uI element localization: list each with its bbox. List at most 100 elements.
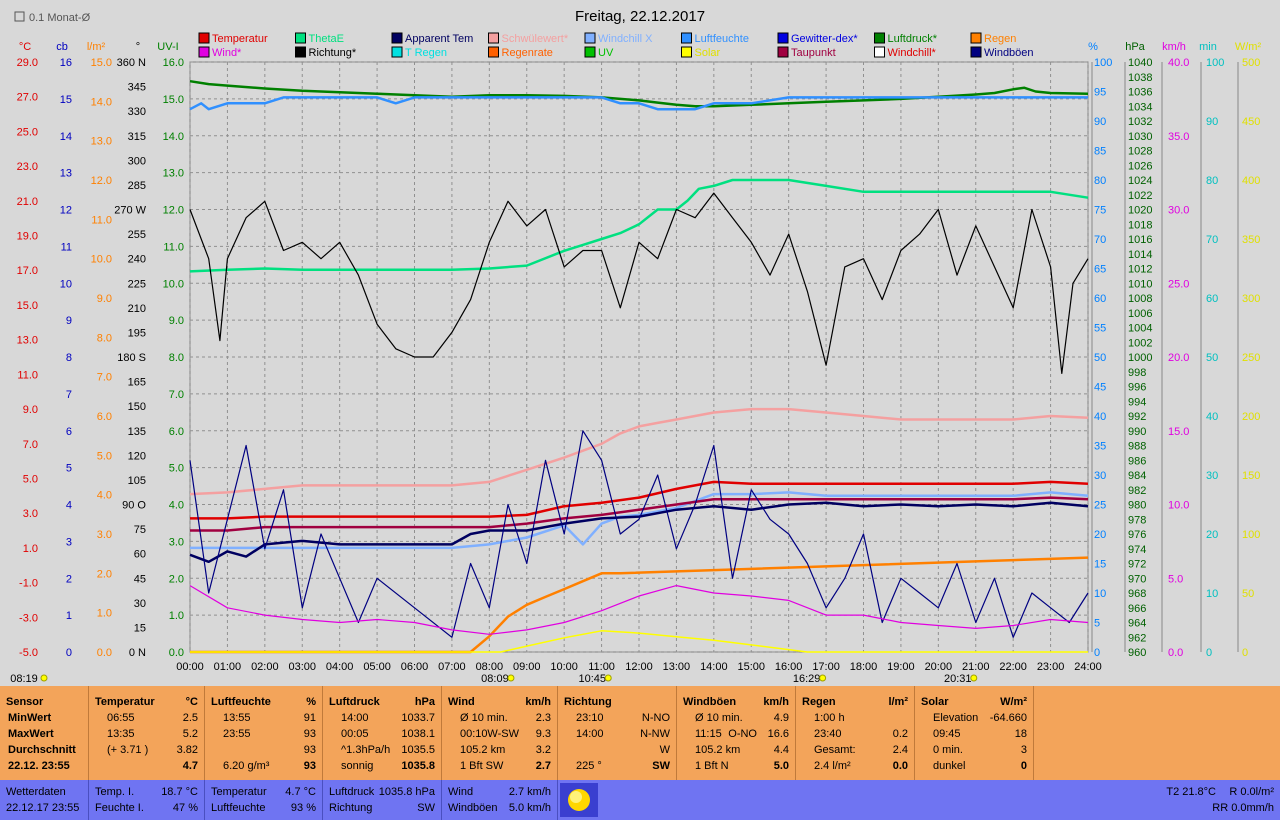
axis-tick-uv: 1.0 bbox=[169, 610, 184, 622]
axis-tick-pct: 0 bbox=[1094, 647, 1100, 659]
axis-tick-min: 40 bbox=[1206, 411, 1218, 423]
axis-tick-dir: 165 bbox=[128, 377, 146, 389]
axis-tick-uv: 15.0 bbox=[163, 94, 184, 106]
sun-weather-icon bbox=[560, 783, 598, 817]
axis-tick-cb: 1 bbox=[66, 610, 72, 622]
axis-tick-rain: 0.0 bbox=[97, 647, 112, 659]
series-line bbox=[189, 584, 1089, 635]
axis-tick-rain: 14.0 bbox=[91, 96, 112, 108]
stats-cell-value: 0.2 bbox=[892, 728, 908, 740]
axis-tick-hpa: 1018 bbox=[1128, 219, 1152, 231]
legend-swatch bbox=[874, 32, 885, 44]
axis-tick-kmh: 25.0 bbox=[1168, 278, 1189, 290]
legend-swatch bbox=[970, 46, 982, 58]
stats-cell-label: Elevation bbox=[933, 712, 979, 724]
stats-cell-label: 06:55 bbox=[107, 712, 135, 724]
axis-tick-hpa: 1036 bbox=[1128, 87, 1152, 99]
status-r: R 0.0l/m² bbox=[1229, 786, 1274, 798]
axis-tick-cb: 5 bbox=[66, 463, 72, 475]
stats-cell-label: 1 Bft SW bbox=[460, 760, 504, 772]
legend-label: Wind* bbox=[212, 47, 242, 59]
stats-cell-label: 23:10 bbox=[576, 712, 604, 724]
axis-tick-hpa: 972 bbox=[1128, 559, 1146, 571]
axis-tick-rain: 2.0 bbox=[97, 568, 112, 580]
stats-row: 225 ° SW bbox=[564, 760, 670, 774]
axis-tick-dir: 240 bbox=[128, 254, 146, 266]
stats-row: W bbox=[564, 744, 670, 758]
x-tick-label: 04:00 bbox=[326, 661, 354, 673]
stats-cell-value: 1033.7 bbox=[401, 712, 435, 724]
status-ri-label: Richtung bbox=[329, 802, 373, 814]
stats-header-label: Wind bbox=[448, 696, 475, 708]
stats-header-unit: km/h bbox=[763, 696, 789, 708]
axis-tick-temp: 7.0 bbox=[23, 439, 38, 451]
axis-tick-cb: 12 bbox=[60, 205, 72, 217]
axis-tick-uv: 7.0 bbox=[169, 389, 184, 401]
axis-tick-dir: 135 bbox=[128, 426, 146, 438]
x-tick-label: 02:00 bbox=[251, 661, 279, 673]
stats-column: Temperatur °C 06:55 2.5 13:35 5.2 (+ 3.71 ) 3.8… bbox=[89, 686, 205, 780]
legend-label: Regen bbox=[984, 33, 1016, 45]
sun-mark-label: 08:09 bbox=[481, 673, 509, 685]
stats-cell-value: W bbox=[659, 744, 670, 756]
sun-mark-icon bbox=[970, 674, 978, 682]
stats-cell-label: 14:00 bbox=[576, 728, 604, 740]
axis-tick-hpa: 974 bbox=[1128, 544, 1146, 556]
stats-cell-label: Ø 10 min. bbox=[460, 712, 508, 724]
stats-cell-value: 5.0 bbox=[773, 760, 789, 772]
stats-cell-value: 16.6 bbox=[767, 728, 789, 740]
stats-cell-label: 2.4 l/m² bbox=[814, 760, 851, 772]
axis-tick-rain: 5.0 bbox=[97, 450, 112, 462]
x-tick-label: 09:00 bbox=[513, 661, 541, 673]
status-ld-value: 1035.8 hPa bbox=[378, 786, 435, 798]
axis-tick-pct: 65 bbox=[1094, 264, 1106, 276]
stats-header-unit: % bbox=[306, 696, 316, 708]
stats-cell-label: 225 ° bbox=[576, 760, 602, 772]
stats-cell-label: MinWert bbox=[8, 712, 52, 724]
axis-tick-hpa: 1002 bbox=[1128, 337, 1152, 349]
axis-tick-temp: 15.0 bbox=[17, 300, 38, 312]
axis-tick-uv: 14.0 bbox=[163, 131, 184, 143]
stats-cell-label: 105.2 km bbox=[695, 744, 741, 756]
axis-unit-kmh: km/h bbox=[1162, 41, 1186, 53]
axis-unit-wm2: W/m² bbox=[1235, 41, 1262, 53]
axis-tick-cb: 10 bbox=[60, 278, 72, 290]
x-tick-label: 05:00 bbox=[363, 661, 391, 673]
stats-header: Solar W/m² bbox=[921, 696, 1027, 710]
stats-cell-label: (+ 3.71 ) bbox=[107, 744, 149, 756]
axis-tick-temp: 3.0 bbox=[23, 508, 38, 520]
stats-column: Luftfeuchte% 13:55 91 23:55 93 93 6.20 g/m³ 93 bbox=[205, 686, 323, 780]
stats-column: Solar W/m² Elevation -64.660 09:45 18 0 min. 3 d… bbox=[915, 686, 1034, 780]
x-tick-label: 18:00 bbox=[850, 661, 878, 673]
axis-tick-dir: 255 bbox=[128, 229, 146, 241]
checkbox-icon bbox=[14, 11, 25, 22]
stats-cell-value: 3 bbox=[1020, 744, 1027, 756]
stats-row: Ø 10 min. 2.3 bbox=[448, 712, 551, 726]
stats-row: MinWert bbox=[6, 712, 82, 726]
axis-tick-uv: 6.0 bbox=[169, 426, 184, 438]
stats-cell-value: 2.3 bbox=[535, 712, 551, 724]
axis-tick-hpa: 960 bbox=[1128, 647, 1146, 659]
legend-swatch bbox=[777, 46, 789, 58]
stats-cell-value: 9.3 bbox=[535, 728, 551, 740]
stats-cell-value: 0 bbox=[1020, 760, 1027, 772]
axis-tick-wm2: 450 bbox=[1242, 116, 1260, 128]
stats-row: 2.4 l/m² 0.0 bbox=[802, 760, 908, 774]
axis-tick-uv: 5.0 bbox=[169, 463, 184, 475]
axis-tick-kmh: 0.0 bbox=[1168, 647, 1183, 659]
axis-tick-hpa: 1038 bbox=[1128, 72, 1152, 84]
legend-label: Solar bbox=[695, 47, 721, 59]
x-tick-label: 00:00 bbox=[176, 661, 204, 673]
axis-tick-kmh: 20.0 bbox=[1168, 352, 1189, 364]
stats-row: (+ 3.71 ) 3.82 bbox=[95, 744, 198, 758]
axis-tick-rain: 9.0 bbox=[97, 293, 112, 305]
axis-tick-hpa: 992 bbox=[1128, 411, 1146, 423]
stats-row: 105.2 km 3.2 bbox=[448, 744, 551, 758]
axis-tick-dir: 225 bbox=[128, 278, 146, 290]
stats-row: Durchschnitt bbox=[6, 744, 82, 758]
status-cell-indoor: Temp. I. 18.7 °C Feuchte I. 47 % bbox=[89, 780, 205, 820]
axis-tick-temp: 17.0 bbox=[17, 265, 38, 277]
legend-label: Luftfeuchte bbox=[695, 33, 749, 45]
legend-label: Gewitter-dex* bbox=[791, 33, 858, 45]
stats-cell-value: 3.2 bbox=[535, 744, 551, 756]
